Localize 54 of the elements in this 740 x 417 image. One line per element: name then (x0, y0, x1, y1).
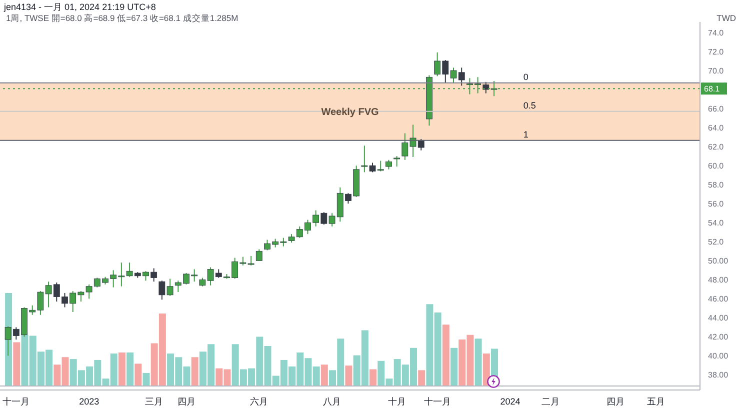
x-tick-label: 四月 (177, 396, 196, 406)
candlestick (256, 248, 262, 262)
annotation: 1 (523, 130, 528, 140)
chart-title: jen4134 - 一月 01, 2024 21:19 UTC+8 (4, 1, 156, 14)
y-tick-label: 46.00 (708, 294, 729, 304)
y-tick-label: 54.0 (708, 218, 724, 228)
bar (126, 352, 134, 386)
x-tick-label: 五月 (647, 396, 666, 406)
bar (418, 370, 426, 386)
candlestick (394, 156, 400, 168)
bar (191, 357, 198, 386)
bar (474, 338, 482, 386)
y-tick-label: 50.00 (708, 256, 729, 266)
bar (320, 364, 328, 386)
bar (142, 372, 150, 386)
bar (345, 366, 352, 386)
annotation: 0.5 (523, 100, 536, 111)
bar (370, 369, 377, 386)
x-tick-label: 六月 (250, 396, 268, 406)
y-tick-label: 62.0 (708, 142, 724, 152)
chart-subtitle: 1周, TWSE 開=68.0 高=68.9 低=67.3 收=68.1 成交量1.285M (6, 13, 238, 25)
y-tick-label: 70.0 (708, 66, 724, 76)
x-tick-label: 2024 (500, 396, 520, 406)
x-tick-label: 三月 (144, 396, 163, 406)
y-axis-title: TWD (716, 13, 736, 23)
y-tick-label: 48.00 (708, 276, 729, 285)
x-tick-label: 2023 (79, 396, 100, 406)
bar (442, 324, 450, 386)
bar (450, 348, 458, 386)
x-tick-label: 二月 (542, 396, 560, 406)
y-tick-label: 64.0 (708, 123, 724, 132)
y-tick-label: 60.0 (708, 161, 724, 170)
x-tick-label: 四月 (606, 396, 625, 406)
y-tick-label: 38.00 (708, 370, 729, 380)
y-tick-label: 74.0 (708, 28, 724, 38)
y-tick-label: 52.0 (708, 238, 724, 246)
x-tick-label: 十一月 (424, 396, 451, 406)
x-tick-label: 十月 (388, 396, 406, 406)
x-tick-label: 八月 (323, 396, 342, 406)
bar (13, 342, 20, 386)
y-tick-label: 42.00 (708, 332, 729, 342)
bar (118, 352, 126, 386)
y-tick-label: 40.00 (708, 352, 729, 361)
annotation: 0 (523, 72, 528, 82)
band-label: Weekly FVG (321, 107, 380, 118)
y-tick-label: 72.0 (708, 47, 724, 56)
y-tick-label: 44.00 (708, 314, 729, 323)
ref-line-label: 68.1 (704, 84, 720, 94)
y-tick-label: 66.0 (708, 104, 724, 114)
x-tick-label: 十一月 (2, 396, 30, 406)
bar (134, 364, 142, 386)
candlestick (386, 159, 392, 170)
y-tick-label: 58.0 (708, 180, 724, 190)
y-tick-label: 56.0 (708, 199, 724, 208)
